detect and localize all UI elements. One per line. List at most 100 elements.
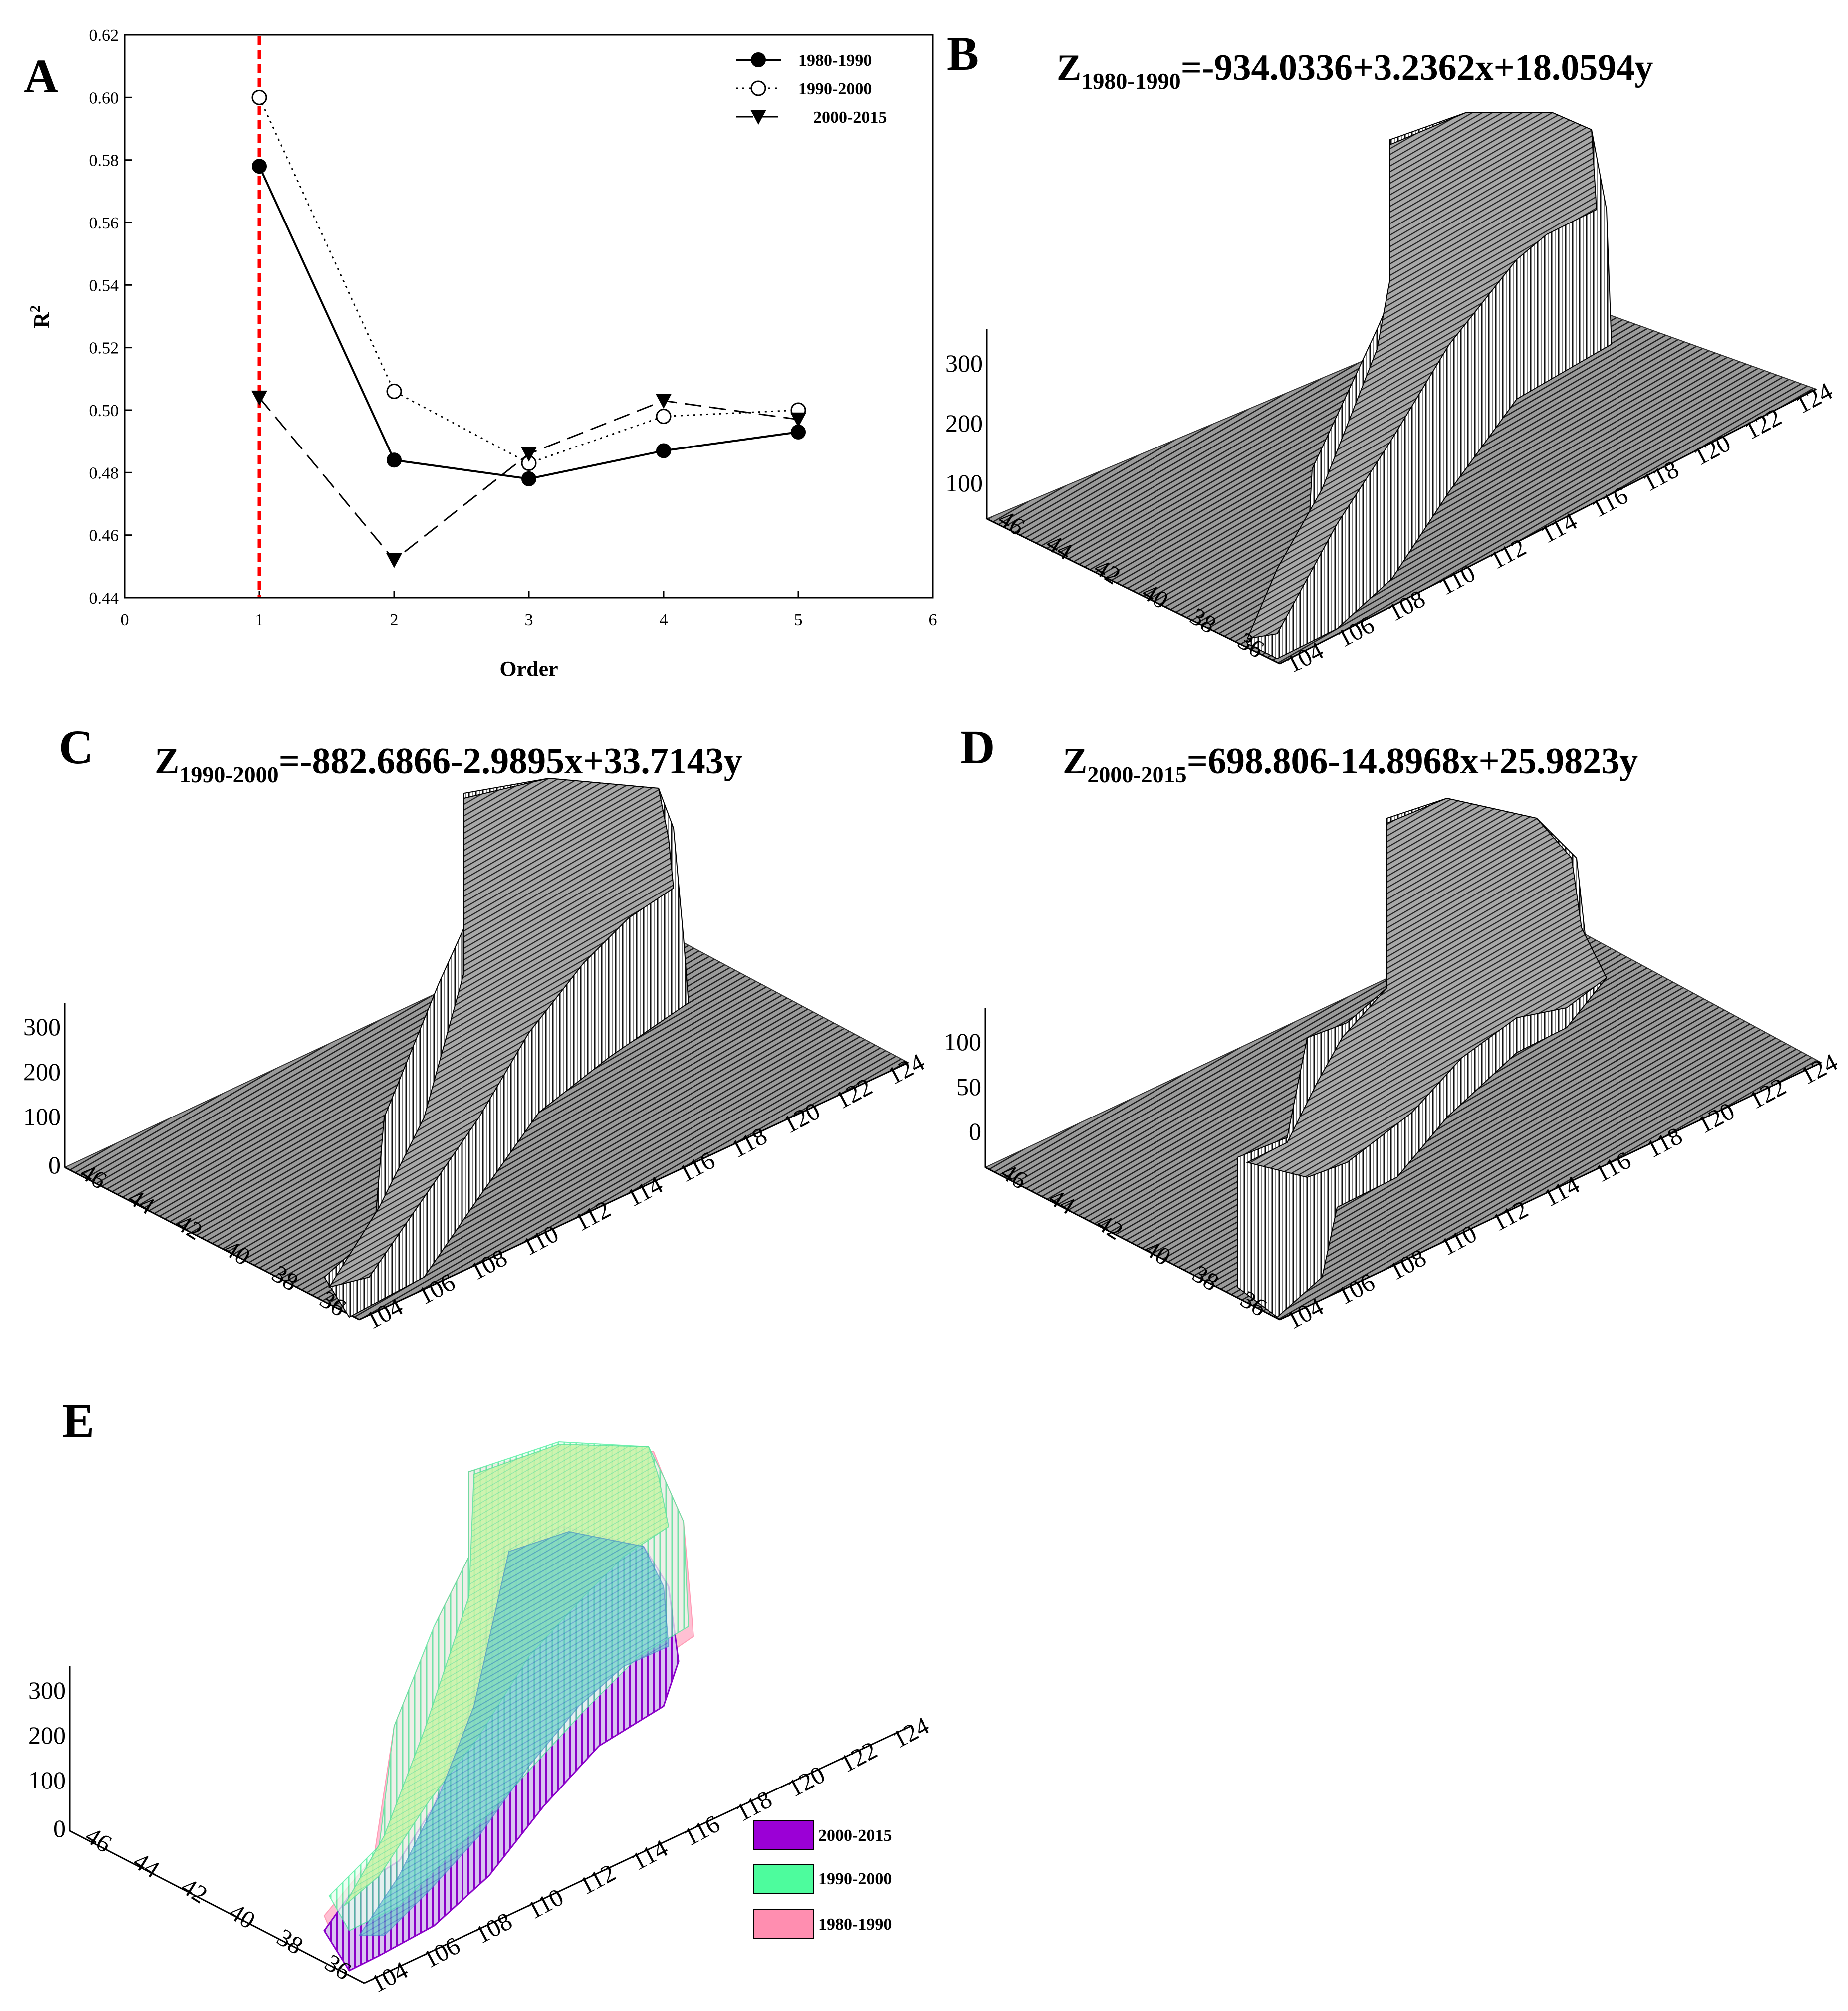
y-tick-label: 0.44 <box>89 589 119 608</box>
y-tick-label: 0.62 <box>89 26 119 45</box>
axis-tick-label: 122 <box>835 1736 882 1778</box>
panel-a-plot-frame <box>124 34 934 599</box>
panel-b: B Z1980-1990=-934.0336+3.2362x+18.0594y … <box>945 27 1837 678</box>
panel-b-z-ticks: 100 200 300 <box>945 349 983 497</box>
data-point-1980-1990 <box>656 443 671 458</box>
panel-c-z-ticks: 0 100 200 300 <box>23 1013 61 1179</box>
legend-marker <box>750 110 766 125</box>
x-tick-label: 2 <box>390 611 399 629</box>
axis-tick-label: 110 <box>522 1883 568 1925</box>
panel-a-series <box>251 89 806 568</box>
svg-text:300: 300 <box>28 1676 66 1704</box>
legend-marker <box>751 52 766 67</box>
panel-d-label: D <box>960 720 995 774</box>
legend-marker <box>750 80 766 96</box>
svg-text:50: 50 <box>956 1073 981 1101</box>
series-line-1990-2000 <box>258 97 799 464</box>
axis-tick-label: 114 <box>627 1834 672 1876</box>
axis-tick-label: 40 <box>225 1897 260 1934</box>
panel-c-surface-top <box>328 777 675 1288</box>
x-tick-label: 6 <box>929 611 937 629</box>
data-point-2000-2015 <box>251 390 267 406</box>
data-point-1990-2000 <box>656 409 672 425</box>
data-point-1980-1990 <box>387 452 402 468</box>
y-tick-label: 0.56 <box>89 214 119 232</box>
panel-e-z-ticks: 0 100 200 300 <box>28 1676 66 1842</box>
panel-a-label: A <box>24 49 58 103</box>
axis-tick-label: 116 <box>679 1809 724 1851</box>
data-point-2000-2015 <box>790 412 806 428</box>
svg-text:100: 100 <box>945 469 983 497</box>
panel-a-y-ticks: 0.44 0.46 0.48 0.50 0.52 0.54 0.56 0.58 0.60 0.62 <box>89 26 132 608</box>
svg-text:100: 100 <box>28 1766 66 1794</box>
panel-b-lon-axis <box>1279 388 1817 665</box>
panel-a-y-axis-label: R2 <box>28 305 54 328</box>
panel-d-lon-axis <box>1279 1062 1822 1321</box>
panel-e-legend: 2000-2015 1990-2000 1980-1990 <box>753 1820 892 1939</box>
data-point-2000-2015 <box>656 394 672 409</box>
axis-tick-label: 108 <box>470 1907 517 1949</box>
legend-swatch-1980-1990 <box>753 1909 814 1939</box>
svg-text:100: 100 <box>23 1103 61 1130</box>
axis-tick-label: 112 <box>575 1858 620 1900</box>
svg-text:0: 0 <box>969 1117 981 1145</box>
data-point-1990-2000 <box>386 383 402 399</box>
axis-tick-label: 42 <box>177 1872 213 1909</box>
panel-e-lon-axis <box>364 1725 911 1984</box>
panel-c: C Z1990-2000=-882.6866-2.9895x+33.7143y … <box>23 720 928 1335</box>
svg-text:200: 200 <box>23 1058 61 1086</box>
panel-b-lat-axis <box>986 518 1280 665</box>
panel-d-lat-axis <box>985 1166 1280 1321</box>
panel-e-top-2000-2015 <box>358 1531 670 1936</box>
panel-a: A 0.440.460.480.500.520.540.560.580.600.… <box>24 26 937 681</box>
axis-tick-label: 38 <box>272 1923 308 1960</box>
panel-e-label: E <box>62 1394 94 1447</box>
x-tick-label: 1 <box>255 611 264 629</box>
axis-tick-label: 106 <box>418 1931 464 1974</box>
axis-tick-label: 104 <box>366 1956 413 1998</box>
axis-tick-label: 120 <box>783 1760 830 1802</box>
svg-text:0: 0 <box>53 1814 66 1842</box>
legend-swatch-1990-2000 <box>753 1864 814 1894</box>
y-tick-label: 0.50 <box>89 402 119 420</box>
panel-c-lat-axis <box>64 1166 360 1321</box>
y-tick-label: 0.54 <box>89 276 119 295</box>
panel-b-surface-top <box>1246 112 1598 640</box>
x-tick-label: 0 <box>121 611 129 629</box>
panel-d-z-ticks: 0 50 100 <box>944 1028 981 1145</box>
panel-c-lon-axis <box>359 1062 909 1321</box>
axis-tick-label: 124 <box>888 1711 934 1754</box>
y-tick-label: 0.58 <box>89 152 119 170</box>
svg-text:0: 0 <box>48 1151 61 1179</box>
panel-b-label: B <box>947 27 979 80</box>
data-point-1980-1990 <box>252 159 267 174</box>
x-tick-label: 4 <box>660 611 668 629</box>
data-point-1980-1990 <box>521 471 536 486</box>
legend-label: 2000-2015 <box>813 108 887 127</box>
panel-a-legend: 1980-1990 1990-2000 2000-2015 <box>736 51 887 127</box>
panel-a-x-axis-label: Order <box>499 657 558 681</box>
series-line-1980-1990 <box>258 166 799 480</box>
legend-label-1990-2000: 1990-2000 <box>818 1870 892 1888</box>
panel-b-equation: Z1980-1990=-934.0336+3.2362x+18.0594y <box>1057 47 1653 94</box>
y-tick-label: 0.60 <box>89 89 119 107</box>
panel-c-label: C <box>59 720 93 774</box>
data-point-2000-2015 <box>386 553 402 568</box>
data-point-2000-2015 <box>521 447 537 462</box>
legend-label-1980-1990: 1980-1990 <box>818 1915 892 1934</box>
y-tick-label: 0.46 <box>89 527 119 545</box>
svg-text:300: 300 <box>23 1013 61 1041</box>
svg-text:R2: R2 <box>28 305 54 328</box>
panel-d: D Z2000-2015=698.806-14.8968x+25.9823y 0… <box>944 720 1842 1335</box>
legend-swatch-2000-2015 <box>753 1820 814 1850</box>
svg-text:300: 300 <box>945 349 983 377</box>
panel-d-equation: Z2000-2015=698.806-14.8968x+25.9823y <box>1063 741 1638 787</box>
data-point-1990-2000 <box>251 89 267 105</box>
y-tick-label: 0.52 <box>89 339 119 358</box>
panel-c-equation: Z1990-2000=-882.6866-2.9895x+33.7143y <box>155 741 742 787</box>
panel-a-x-ticks: 0 1 2 3 4 5 6 <box>121 591 937 629</box>
legend-label: 1990-2000 <box>798 80 872 98</box>
svg-text:200: 200 <box>28 1721 66 1749</box>
